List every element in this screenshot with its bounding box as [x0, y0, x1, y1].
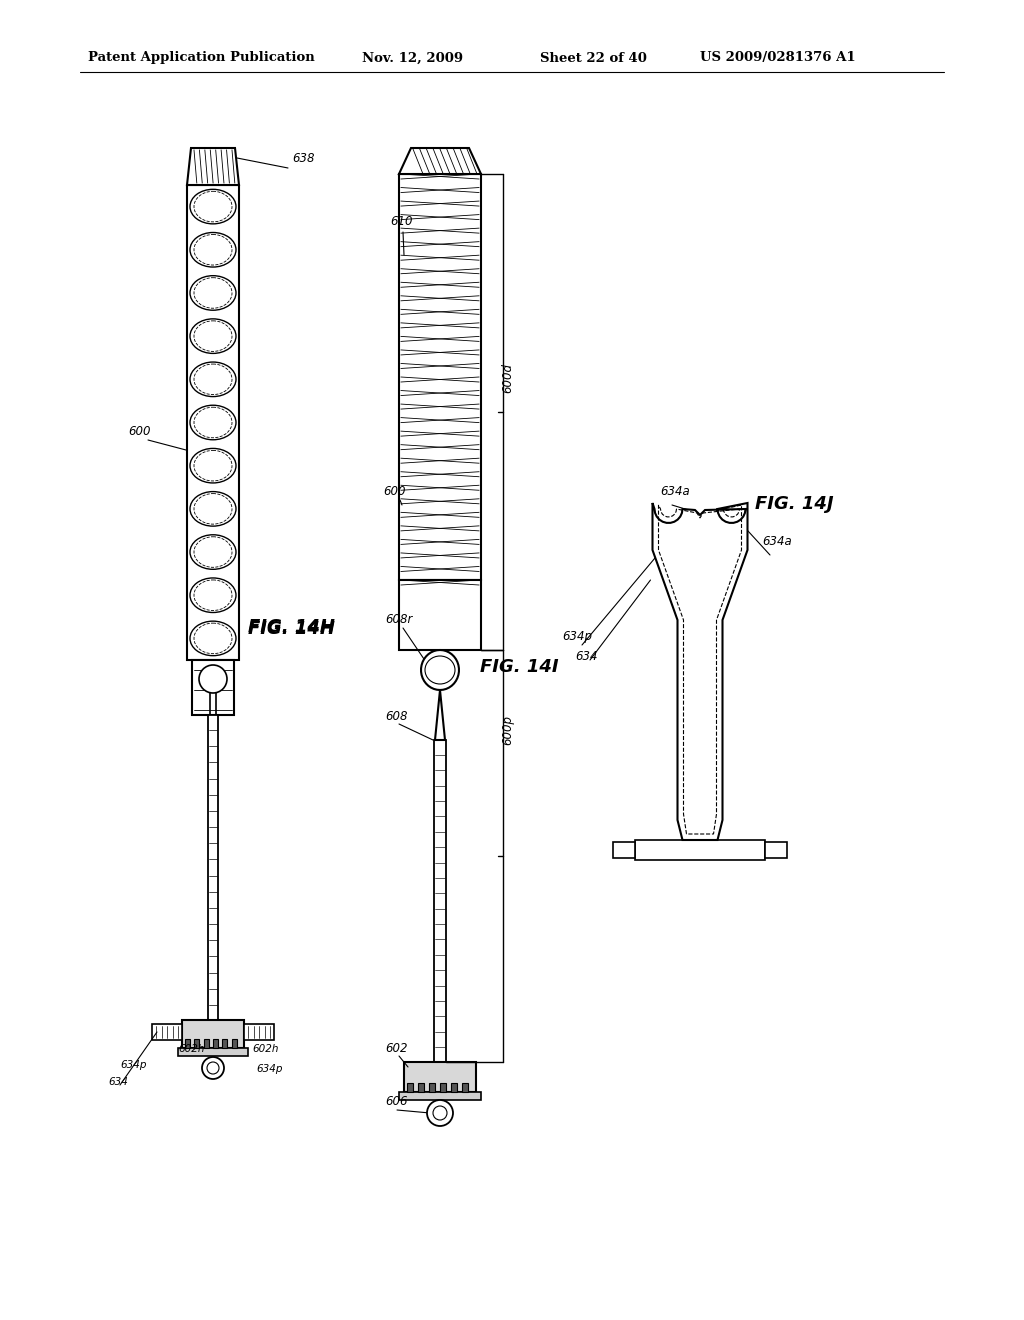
- Ellipse shape: [190, 535, 236, 569]
- Text: 602: 602: [385, 1041, 408, 1055]
- Bar: [231, 1039, 237, 1048]
- Ellipse shape: [190, 622, 236, 656]
- Bar: [222, 1039, 227, 1048]
- Bar: [182, 1020, 244, 1048]
- Bar: [407, 1082, 413, 1092]
- Text: 634p: 634p: [562, 630, 592, 643]
- Ellipse shape: [190, 276, 236, 310]
- Circle shape: [202, 1057, 224, 1078]
- Bar: [613, 842, 635, 858]
- Ellipse shape: [190, 491, 236, 527]
- Text: Patent Application Publication: Patent Application Publication: [88, 51, 314, 65]
- Bar: [418, 1082, 424, 1092]
- Text: 608r: 608r: [385, 612, 413, 626]
- Polygon shape: [421, 649, 459, 741]
- Ellipse shape: [190, 232, 236, 267]
- Bar: [213, 1039, 218, 1048]
- Ellipse shape: [190, 578, 236, 612]
- Text: 634a: 634a: [660, 484, 690, 498]
- Polygon shape: [399, 148, 481, 174]
- Ellipse shape: [190, 189, 236, 224]
- Circle shape: [427, 1100, 453, 1126]
- Bar: [399, 174, 481, 579]
- Text: 634: 634: [108, 1077, 128, 1086]
- Text: Sheet 22 of 40: Sheet 22 of 40: [540, 51, 647, 65]
- Circle shape: [207, 1063, 219, 1074]
- Bar: [195, 1039, 200, 1048]
- Text: 600: 600: [383, 484, 406, 498]
- Bar: [185, 1039, 190, 1048]
- Text: 638: 638: [292, 152, 314, 165]
- Text: 634p: 634p: [256, 1064, 283, 1074]
- Bar: [440, 1082, 445, 1092]
- Ellipse shape: [190, 319, 236, 354]
- Text: 600: 600: [128, 425, 151, 438]
- Text: 634a: 634a: [762, 535, 792, 548]
- Bar: [187, 185, 239, 660]
- Text: 634p: 634p: [120, 1060, 146, 1071]
- Bar: [208, 715, 218, 1020]
- Bar: [244, 1024, 274, 1040]
- Ellipse shape: [190, 405, 236, 440]
- Text: US 2009/0281376 A1: US 2009/0281376 A1: [700, 51, 856, 65]
- Text: 606: 606: [385, 1096, 408, 1107]
- Text: FIG. 14J: FIG. 14J: [755, 495, 834, 513]
- Text: 634: 634: [575, 649, 597, 663]
- Bar: [404, 1063, 476, 1092]
- Text: FIG. 14I: FIG. 14I: [480, 657, 559, 676]
- Ellipse shape: [190, 449, 236, 483]
- Bar: [399, 1092, 481, 1100]
- Text: 602h: 602h: [178, 1044, 205, 1053]
- Bar: [204, 1039, 209, 1048]
- Circle shape: [433, 1106, 447, 1119]
- Text: 608: 608: [385, 710, 408, 723]
- Bar: [434, 741, 446, 1063]
- Bar: [152, 1024, 182, 1040]
- Bar: [765, 842, 787, 858]
- Bar: [635, 840, 765, 861]
- Text: 610: 610: [390, 215, 413, 228]
- Text: 600d: 600d: [502, 363, 514, 393]
- Bar: [451, 1082, 457, 1092]
- Polygon shape: [187, 148, 239, 185]
- Bar: [178, 1048, 248, 1056]
- Text: FIG. 14H: FIG. 14H: [248, 620, 335, 638]
- Bar: [462, 1082, 468, 1092]
- Text: Nov. 12, 2009: Nov. 12, 2009: [362, 51, 463, 65]
- Polygon shape: [652, 503, 748, 840]
- Circle shape: [199, 665, 227, 693]
- Bar: [193, 660, 234, 715]
- Text: 602h: 602h: [252, 1044, 279, 1053]
- Text: FIG. 14H: FIG. 14H: [248, 618, 335, 636]
- Ellipse shape: [190, 362, 236, 396]
- Bar: [429, 1082, 435, 1092]
- Text: 600p: 600p: [502, 715, 514, 744]
- Bar: [399, 579, 481, 649]
